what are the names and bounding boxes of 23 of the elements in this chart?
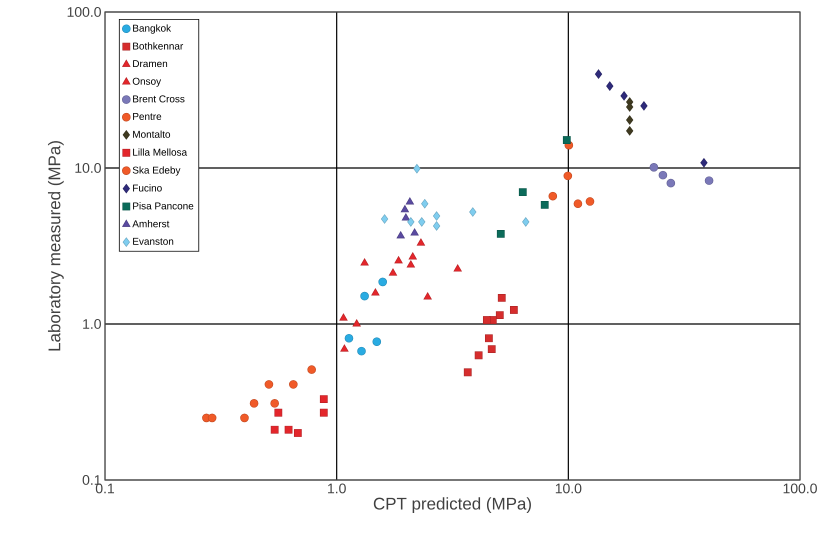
legend-label: Onsoy [132, 78, 162, 87]
legend-label: Evanston [133, 238, 174, 245]
x-tick-label: 10.0 [556, 483, 582, 494]
y-tick-label: 10.0 [75, 163, 101, 173]
y-tick-label: 0.1 [82, 475, 101, 485]
y-axis-title: Laboratory measured (MPa) [48, 141, 64, 350]
legend-label: Lilla Mellosa [133, 148, 188, 156]
legend-label: Pentre [133, 112, 162, 120]
legend-label: Bangkok [133, 24, 172, 34]
legend-label: Ska Edeby [132, 166, 180, 176]
legend-label: Dramen [133, 60, 168, 68]
legend-label: Bothkennar [133, 42, 184, 50]
legend-label: Amherst [132, 220, 170, 228]
x-tick-label: 1.0 [328, 483, 346, 494]
x-tick-label: 100.0 [784, 483, 817, 494]
x-tick-label: 0.1 [96, 483, 114, 494]
legend-label: Fucino [133, 184, 162, 192]
legend-label: Montalto [133, 130, 170, 138]
legend-label: Brent Cross [133, 95, 185, 102]
x-axis-title: CPT predicted (MPa) [374, 497, 531, 514]
legend-label: Pisa Pancone [133, 202, 194, 210]
y-tick-label: 100.0 [68, 7, 101, 17]
y-tick-label: 1.0 [83, 319, 101, 329]
